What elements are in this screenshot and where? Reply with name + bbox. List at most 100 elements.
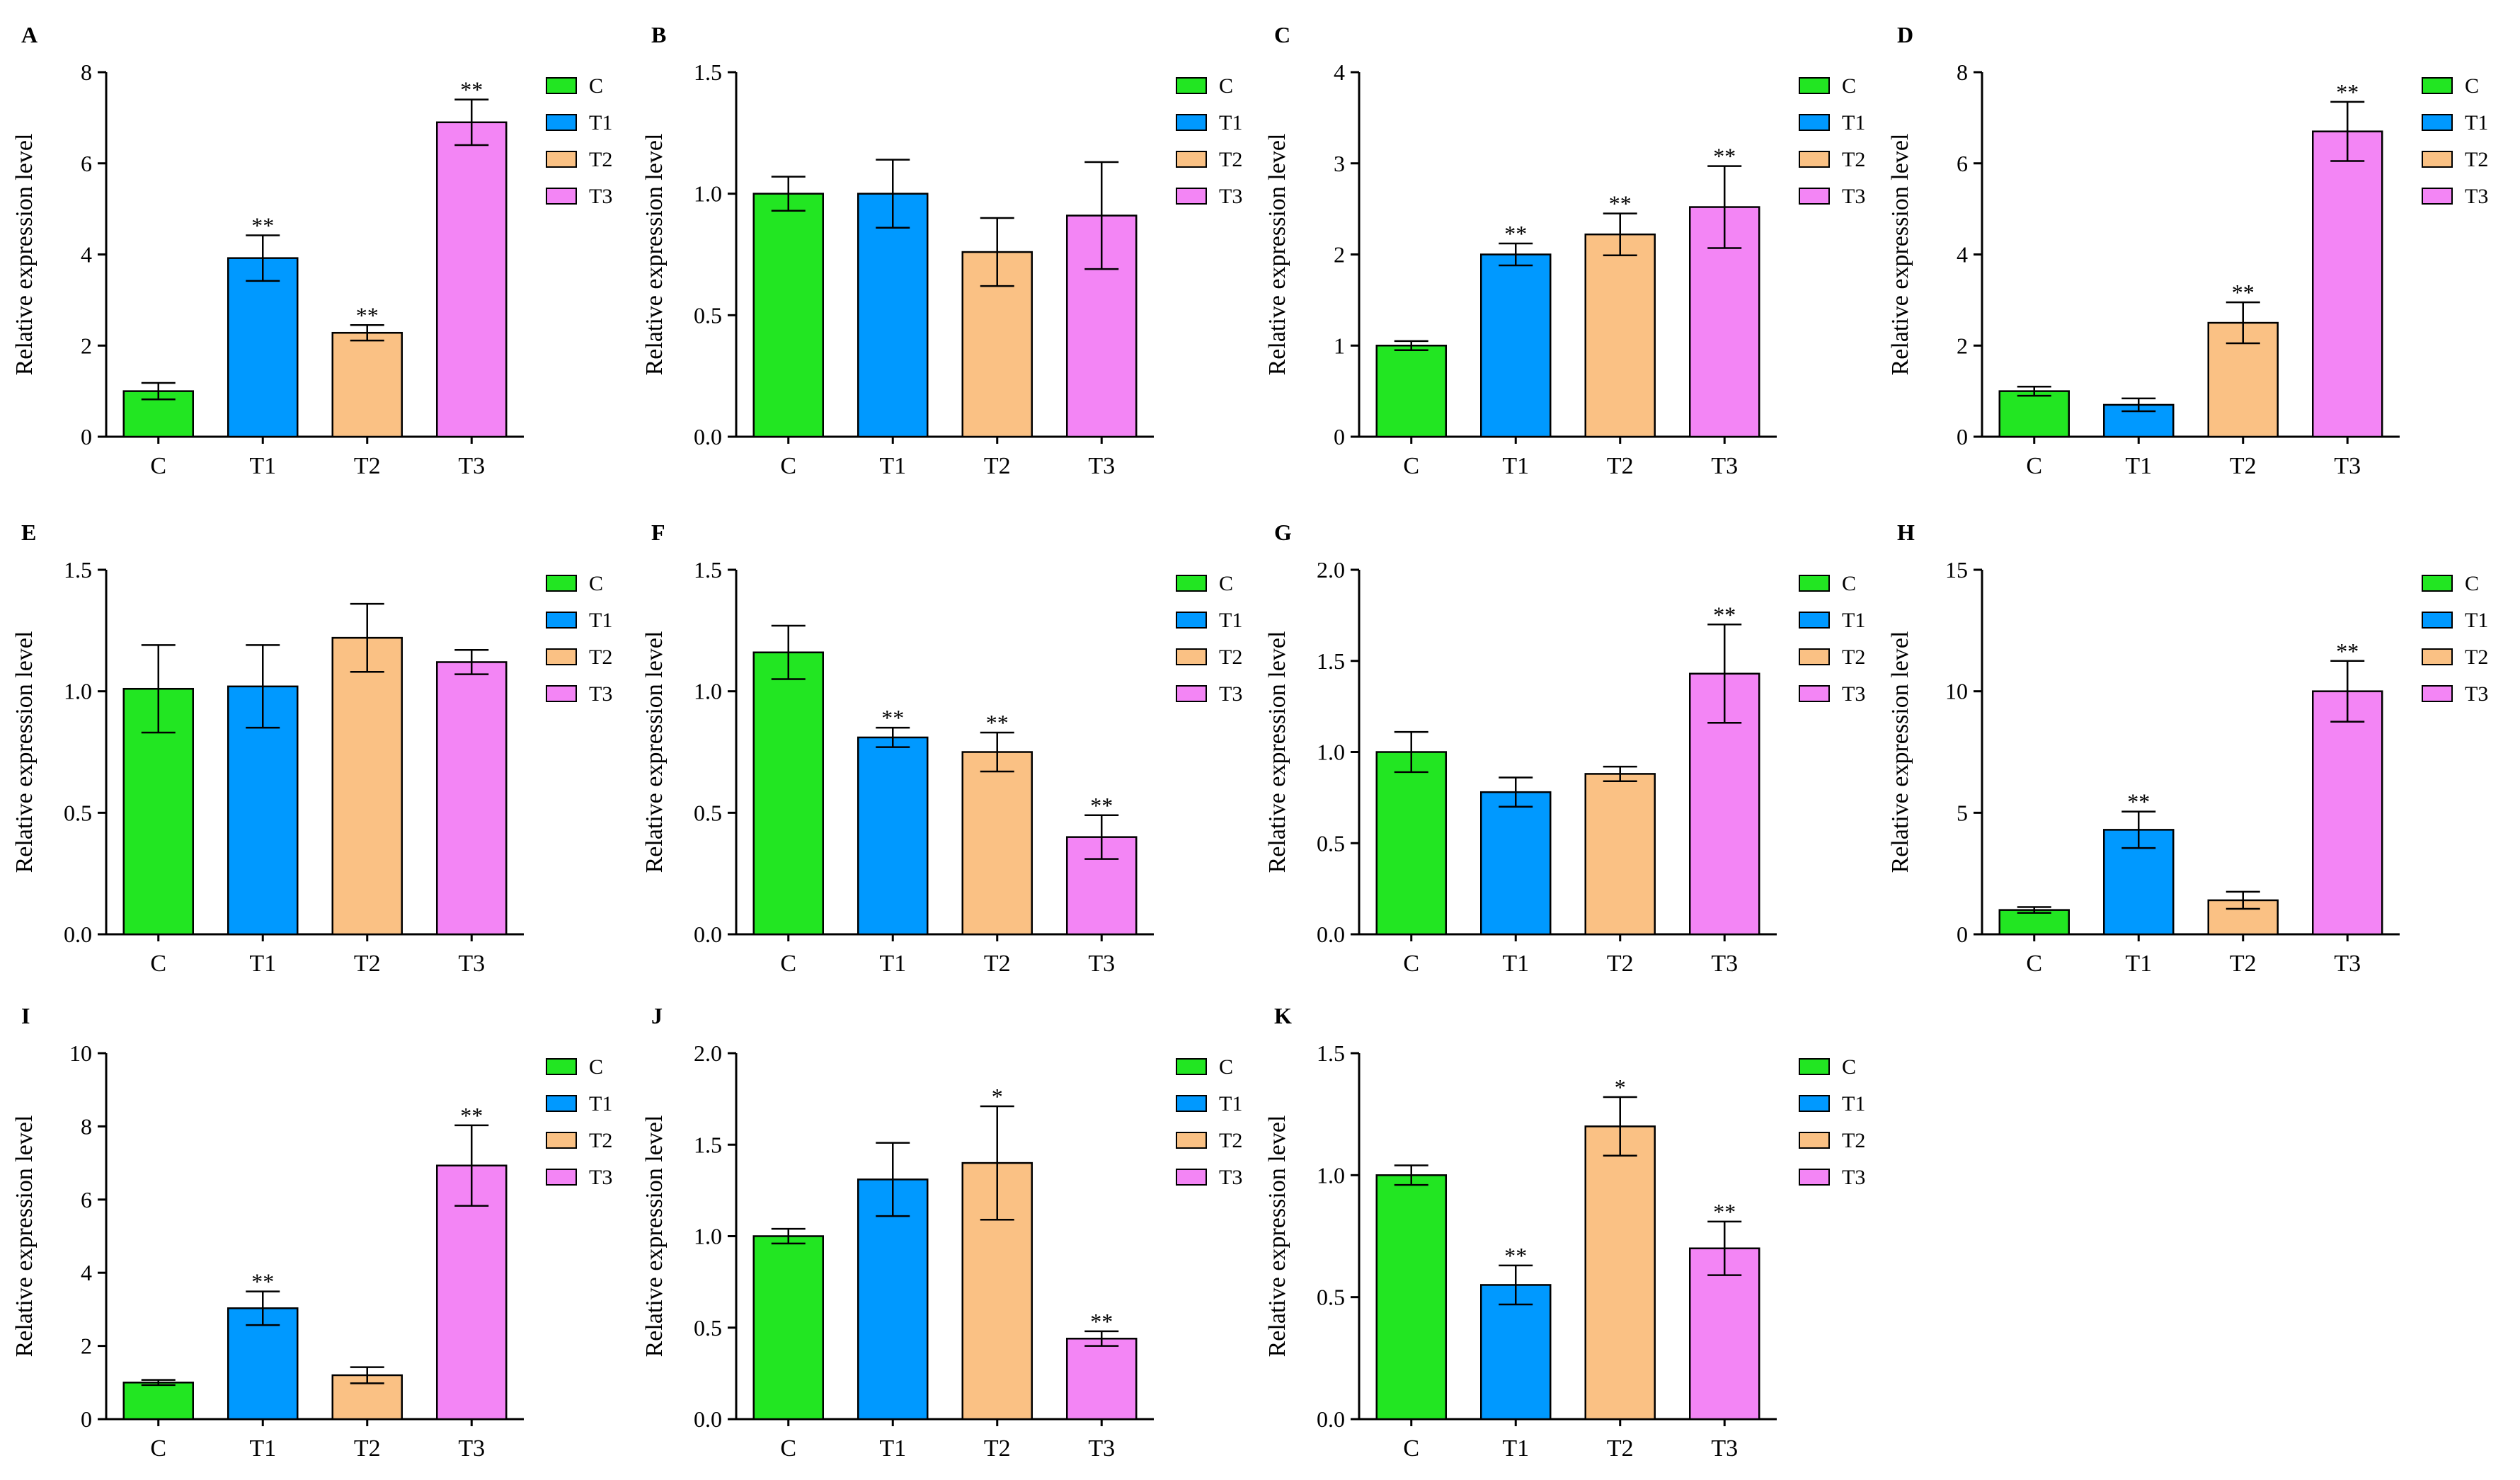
legend-label-c: C [589, 572, 603, 595]
bar-c [122, 1382, 194, 1421]
bar-c [752, 1235, 824, 1421]
y-tick-label: 1.5 [694, 1132, 722, 1157]
significance-mark: ** [1090, 1309, 1113, 1334]
legend-swatch-c [2422, 575, 2453, 592]
legend-label-t3: T3 [589, 1166, 612, 1189]
legend-swatch-c [546, 77, 577, 94]
y-tick-label: 0.0 [64, 922, 92, 947]
y-tick-label: 2 [81, 1333, 92, 1359]
panel-a: A Relative expression level 0 2 4 6 8 C ** T1 ** T2… [11, 22, 612, 479]
bar-t3 [436, 661, 508, 936]
y-tick-label: 6 [1957, 151, 1968, 176]
bar-t1 [857, 736, 929, 936]
legend-swatch-t1 [1176, 114, 1207, 131]
significance-mark: ** [460, 77, 483, 103]
y-tick-label: 0 [81, 1406, 92, 1432]
y-tick-label: 1.0 [64, 679, 92, 704]
bar-t2 [331, 636, 403, 936]
y-tick-label: 0 [81, 424, 92, 449]
x-tick-label: C [150, 1435, 166, 1462]
legend-label-t2: T2 [589, 1129, 612, 1152]
legend-swatch-t3 [546, 685, 577, 702]
y-axis-label: Relative expression level [1264, 134, 1290, 376]
x-tick-label: T1 [879, 951, 906, 977]
legend-swatch-t2 [1176, 151, 1207, 168]
significance-mark: ** [986, 710, 1009, 735]
significance-mark: ** [251, 212, 274, 238]
legend-label-t2: T2 [589, 646, 612, 669]
panel-label-e: E [21, 520, 36, 545]
y-tick-label: 8 [1957, 59, 1968, 85]
y-tick-label: 1.5 [694, 557, 722, 583]
y-tick-label: 1.0 [694, 1224, 722, 1249]
legend-swatch-t1 [1799, 612, 1830, 629]
legend-swatch-c [2422, 77, 2453, 94]
y-tick-label: 4 [81, 242, 92, 268]
legend-label-c: C [2465, 74, 2479, 98]
bar-t1 [227, 257, 299, 438]
y-tick-label: 2 [81, 333, 92, 358]
legend-swatch-t1 [1799, 1095, 1830, 1112]
legend-label-t1: T1 [589, 1092, 612, 1115]
legend-label-t1: T1 [1842, 111, 1865, 134]
legend-label-t3: T3 [2465, 682, 2488, 706]
significance-mark: ** [881, 705, 904, 730]
x-tick-label: T3 [458, 1435, 485, 1462]
y-axis-label: Relative expression level [641, 631, 668, 873]
y-tick-label: 2 [1957, 333, 1968, 358]
legend-swatch-t3 [1799, 1169, 1830, 1186]
x-tick-label: T1 [879, 453, 906, 479]
x-tick-label: T1 [879, 1435, 906, 1462]
x-tick-label: T3 [2334, 453, 2361, 479]
y-tick-label: 15 [1945, 557, 1968, 583]
y-axis-label: Relative expression level [1264, 631, 1290, 873]
x-tick-label: T2 [2230, 951, 2257, 977]
panel-f: F Relative expression level 0.0 0.5 1.0 1.5 C *… [641, 520, 1242, 977]
legend-label-c: C [1842, 1055, 1856, 1079]
significance-mark: ** [1713, 1199, 1736, 1224]
y-tick-label: 0.0 [694, 1406, 722, 1432]
x-tick-label: T2 [1607, 951, 1634, 977]
bar-t3 [436, 1164, 508, 1421]
y-tick-label: 6 [81, 151, 92, 176]
legend-label-c: C [1219, 572, 1233, 595]
x-tick-label: T1 [249, 1435, 276, 1462]
panel-k: K Relative expression level 0.0 0.5 1.0 1.5 C *… [1264, 1003, 1865, 1462]
legend-label-t1: T1 [1219, 111, 1242, 134]
y-tick-label: 0.0 [1317, 1406, 1345, 1432]
legend-swatch-t1 [546, 612, 577, 629]
legend-swatch-t2 [546, 151, 577, 168]
x-tick-label: T1 [2125, 453, 2152, 479]
y-tick-label: 0.5 [64, 800, 92, 825]
x-tick-label: T3 [458, 453, 485, 479]
y-tick-label: 0.5 [1317, 1285, 1345, 1310]
legend-label-c: C [589, 74, 603, 98]
significance-mark: ** [1713, 144, 1736, 169]
y-tick-label: 0 [1334, 424, 1345, 449]
legend-label-t1: T1 [1842, 1092, 1865, 1115]
legend-label-c: C [589, 1055, 603, 1079]
significance-mark: ** [2336, 638, 2359, 664]
y-tick-label: 8 [81, 59, 92, 85]
y-tick-label: 1.5 [694, 59, 722, 85]
significance-mark: ** [2336, 79, 2359, 105]
x-tick-label: T2 [1607, 453, 1634, 479]
y-tick-label: 0.0 [1317, 922, 1345, 947]
legend-label-t1: T1 [589, 609, 612, 632]
panel-c: C Relative expression level 0 1 2 3 4 C ** T1 ** T2… [1264, 22, 1865, 479]
y-tick-label: 0.0 [694, 922, 722, 947]
x-tick-label: T3 [2334, 951, 2361, 977]
y-tick-label: 10 [1945, 679, 1968, 704]
legend-label-t3: T3 [1842, 1166, 1865, 1189]
panel-label-i: I [21, 1003, 30, 1028]
y-tick-label: 1.5 [1317, 1040, 1345, 1066]
x-tick-label: C [780, 1435, 796, 1462]
legend-label-c: C [1842, 74, 1856, 98]
legend-swatch-c [1176, 575, 1207, 592]
significance-mark: ** [1504, 221, 1527, 246]
legend-label-t2: T2 [589, 148, 612, 171]
legend-swatch-c [1799, 575, 1830, 592]
y-tick-label: 0.0 [694, 424, 722, 449]
